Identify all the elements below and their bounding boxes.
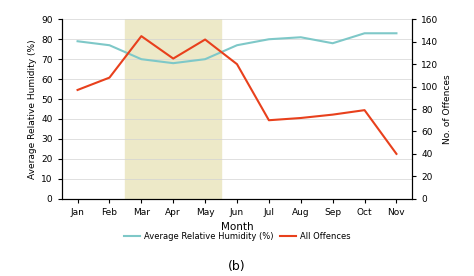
Legend: Average Relative Humidity (%), All Offences: Average Relative Humidity (%), All Offen… <box>120 229 354 244</box>
Y-axis label: No. of Offences: No. of Offences <box>443 74 452 144</box>
Text: (b): (b) <box>228 260 246 273</box>
Y-axis label: Average Relative Humidity (%): Average Relative Humidity (%) <box>28 39 37 179</box>
Bar <box>126 19 221 199</box>
X-axis label: Month: Month <box>221 222 253 232</box>
